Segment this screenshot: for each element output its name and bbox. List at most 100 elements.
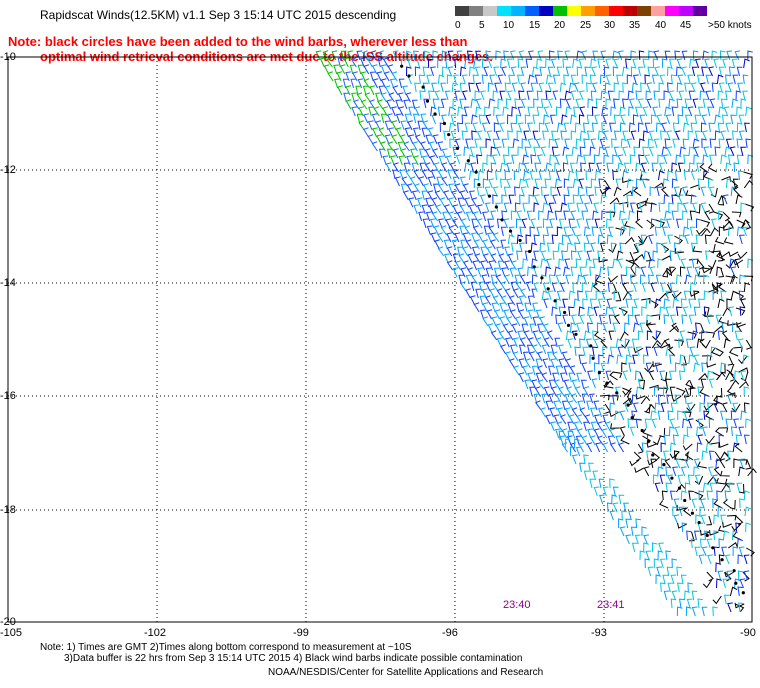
wind-barb [538,122,545,133]
wind-barb [585,234,592,245]
wind-barb [576,66,583,77]
wind-barb [695,426,703,437]
wind-barb [457,197,464,208]
wind-barb [680,298,687,309]
wind-barb [673,498,680,509]
wind-barb [559,435,566,446]
wind-barb [706,362,717,368]
wind-barb [446,74,453,85]
wind-barb [485,295,492,306]
wind-barb [707,402,713,413]
wind-barb [549,114,556,125]
wind-barb [466,50,473,61]
wind-barb [430,169,437,180]
wind-barb [694,203,701,214]
wind-barb [492,194,498,205]
footer-note-1: Note: 1) Times are GMT 2)Times along bot… [40,642,412,653]
wind-barb [586,400,592,411]
quality-flag-dot [630,416,634,420]
wind-barb [692,50,699,61]
wind-barb [607,90,614,101]
wind-barb [463,106,470,117]
wind-barb [686,402,693,413]
wind-barb [706,354,713,365]
wind-barb [632,74,639,85]
wind-barb [602,414,609,425]
wind-barb [576,322,582,333]
wind-barb [376,134,382,145]
wind-barb [353,99,360,110]
wind-barb [671,322,679,333]
wind-barb [597,370,604,381]
wind-barb [716,578,722,589]
wind-barb [721,402,728,413]
wind-barb [741,219,750,229]
wind-barb [448,122,456,133]
wind-barb [578,90,585,101]
wind-barb [617,162,624,173]
wind-barb [668,202,674,213]
wind-barb [508,358,515,369]
wind-barb [676,66,682,77]
quality-flag-dot [407,74,411,78]
wind-barb [557,322,564,333]
wind-barb [627,346,633,357]
wind-barb [419,162,426,173]
wind-barb [416,58,423,69]
wind-barb [742,354,749,365]
wind-barb [615,291,622,302]
wind-barb [619,122,626,133]
wind-barb [650,202,657,213]
wind-barb [518,372,525,383]
lon-tick-label: -105 [0,627,23,639]
wind-barb [495,146,502,157]
wind-barb [562,58,568,69]
wind-barb [501,267,507,278]
wind-barb [551,306,558,317]
wind-barb [660,402,667,413]
wind-barb [579,407,586,418]
wind-barb [515,114,522,125]
wind-barb [728,348,739,357]
wind-barb [524,178,531,189]
wind-barb [575,234,582,245]
legend-label: 0 [455,20,461,31]
wind-barb [736,106,743,117]
wind-barb [576,372,582,383]
wind-barb [549,154,556,165]
wind-barb [586,442,593,453]
wind-barb [598,354,604,365]
wind-barb [628,226,636,237]
wind-barb [357,64,364,75]
wind-barb [545,58,551,69]
wind-barb [713,514,720,525]
wind-barb [533,146,539,157]
wind-barb [493,122,500,133]
wind-barb [659,500,669,509]
wind-barb [656,339,666,349]
wind-barb [654,226,661,237]
wind-barb [490,239,496,250]
legend-label: 15 [529,20,541,31]
wind-barb [482,162,488,173]
wind-barb [565,358,571,369]
wind-barb [659,558,666,569]
wind-barb [503,186,510,197]
wind-barb [355,85,361,96]
wind-barb [448,211,455,222]
wind-barb [630,50,637,61]
wind-barb [572,194,579,205]
wind-barb [736,138,743,149]
wind-barb [535,138,542,149]
wind-barb [739,578,746,589]
wind-barb [745,522,751,533]
wind-barb [549,407,556,418]
wind-barb [419,90,425,101]
wind-barb [506,162,512,173]
lat-tick-label: -12 [0,164,16,176]
wind-barb [385,162,392,173]
wind-barb [362,50,369,61]
swath-time-label: 23:40 [503,599,531,611]
wind-barb [581,74,588,85]
wind-barb [586,130,593,141]
